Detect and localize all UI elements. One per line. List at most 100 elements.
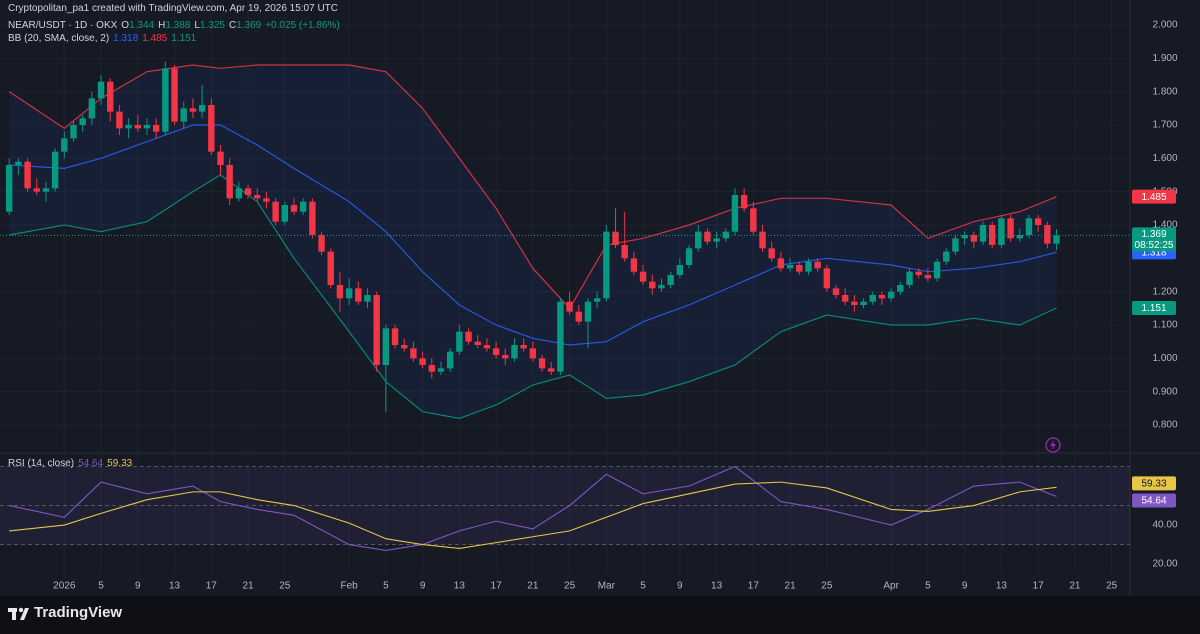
candle-body <box>1025 218 1033 235</box>
y-tick-label: 0.800 <box>1152 420 1177 431</box>
rsi-tick-label: 20.00 <box>1152 559 1177 570</box>
candle-body <box>915 271 922 275</box>
candle-body <box>97 81 105 99</box>
candle-body <box>336 285 344 299</box>
candle-body <box>61 138 68 152</box>
candle-body <box>299 201 307 212</box>
rsi-legend: RSI (14, close) 54.64 59.33 <box>8 458 132 469</box>
candle-body <box>263 198 270 202</box>
candle-body <box>70 125 77 139</box>
candle-body <box>465 331 472 342</box>
y-tick-label: 1.400 <box>1152 220 1177 231</box>
candle-body <box>281 205 288 222</box>
candle-body <box>198 105 206 112</box>
bb-upper: 1.485 <box>142 33 168 44</box>
candle-body <box>777 258 785 269</box>
candle-body <box>492 348 500 355</box>
candle-body <box>116 111 123 129</box>
candle-body <box>419 358 426 365</box>
candle-body <box>842 295 849 302</box>
ohlc: H1.388 <box>158 20 190 31</box>
x-tick-label: 17 <box>748 581 760 592</box>
x-tick-label: 17 <box>1033 581 1045 592</box>
candle-body <box>897 285 904 292</box>
x-tick-label: 21 <box>1069 581 1081 592</box>
candle-body <box>887 291 895 299</box>
chart-background <box>0 0 1200 596</box>
y-tick-label: 1.700 <box>1152 120 1177 131</box>
rsi-line <box>9 481 1057 550</box>
bb-lower: 1.151 <box>171 33 197 44</box>
candle-body <box>244 188 252 195</box>
x-tick-label: 5 <box>640 581 646 592</box>
candle-body <box>750 208 757 232</box>
x-tick-label: 13 <box>454 581 466 592</box>
candle-body <box>612 231 619 245</box>
candle-body <box>805 261 812 272</box>
candle-body <box>355 288 362 302</box>
candle-body <box>79 118 86 125</box>
candle-body <box>933 261 941 279</box>
x-tick-label: 21 <box>242 581 254 592</box>
tradingview-logo <box>8 607 29 620</box>
header-text: Cryptopolitan_pa1 created with TradingVi… <box>8 3 339 14</box>
candle-body <box>235 188 243 199</box>
ohlc: O1.344 <box>121 20 154 31</box>
candle-body <box>1016 235 1023 239</box>
band-line <box>9 174 1057 419</box>
x-tick-label: 25 <box>279 581 291 592</box>
candle-body <box>15 161 22 165</box>
candle-body <box>410 348 417 359</box>
candle-body <box>796 265 803 272</box>
x-tick-label: 25 <box>821 581 833 592</box>
candle-body <box>401 345 408 349</box>
candle-body <box>391 328 399 345</box>
candle-body <box>364 295 371 302</box>
y-tick-label: 2.000 <box>1152 20 1177 31</box>
l-label: L <box>194 20 200 31</box>
candle-body <box>208 105 215 152</box>
bb-mid: 1.318 <box>113 33 139 44</box>
candle-body <box>502 355 509 359</box>
x-tick-label: 21 <box>785 581 797 592</box>
alert-icon[interactable] <box>1045 437 1061 453</box>
x-tick-label: Mar <box>598 581 616 592</box>
candle-body <box>575 311 582 322</box>
price-legend: NEAR/USDT · 1D · OKX O1.344 H1.388 L1.32… <box>8 20 340 31</box>
x-tick-label: 13 <box>996 581 1008 592</box>
candle-body <box>970 235 978 242</box>
x-tick-label: 9 <box>420 581 426 592</box>
candle-body <box>180 108 187 122</box>
ohlc: L1.325 <box>194 20 225 31</box>
candle-body <box>51 151 59 189</box>
candle-body <box>254 195 261 199</box>
x-tick-label: Apr <box>883 581 899 592</box>
x-tick-label: 21 <box>527 581 539 592</box>
x-tick-label: Feb <box>340 581 358 592</box>
x-tick-label: 9 <box>135 581 141 592</box>
candle-body <box>860 301 867 305</box>
candle-body <box>649 281 656 289</box>
candle-body <box>24 161 31 189</box>
candle-body <box>309 201 316 235</box>
candle-body <box>428 365 435 372</box>
candle-body <box>5 165 13 212</box>
candle-body <box>162 68 169 132</box>
x-tick-label: 13 <box>711 581 723 592</box>
candle-body <box>695 231 702 249</box>
candle-body <box>456 331 463 352</box>
candle-body <box>667 275 674 285</box>
x-tick-label: 2026 <box>53 581 76 592</box>
candle-body <box>373 295 380 365</box>
candle-body <box>382 328 390 365</box>
candle-body <box>88 98 96 119</box>
rsi-value-box <box>1132 493 1176 508</box>
candle-body <box>33 188 40 192</box>
candle-body <box>483 345 491 349</box>
band-value-box <box>1132 301 1176 315</box>
candle-body <box>511 345 518 359</box>
c-value: 1.369 <box>236 20 262 31</box>
candle-body <box>566 301 573 312</box>
x-tick-label: 9 <box>677 581 683 592</box>
candle-body <box>152 125 160 132</box>
